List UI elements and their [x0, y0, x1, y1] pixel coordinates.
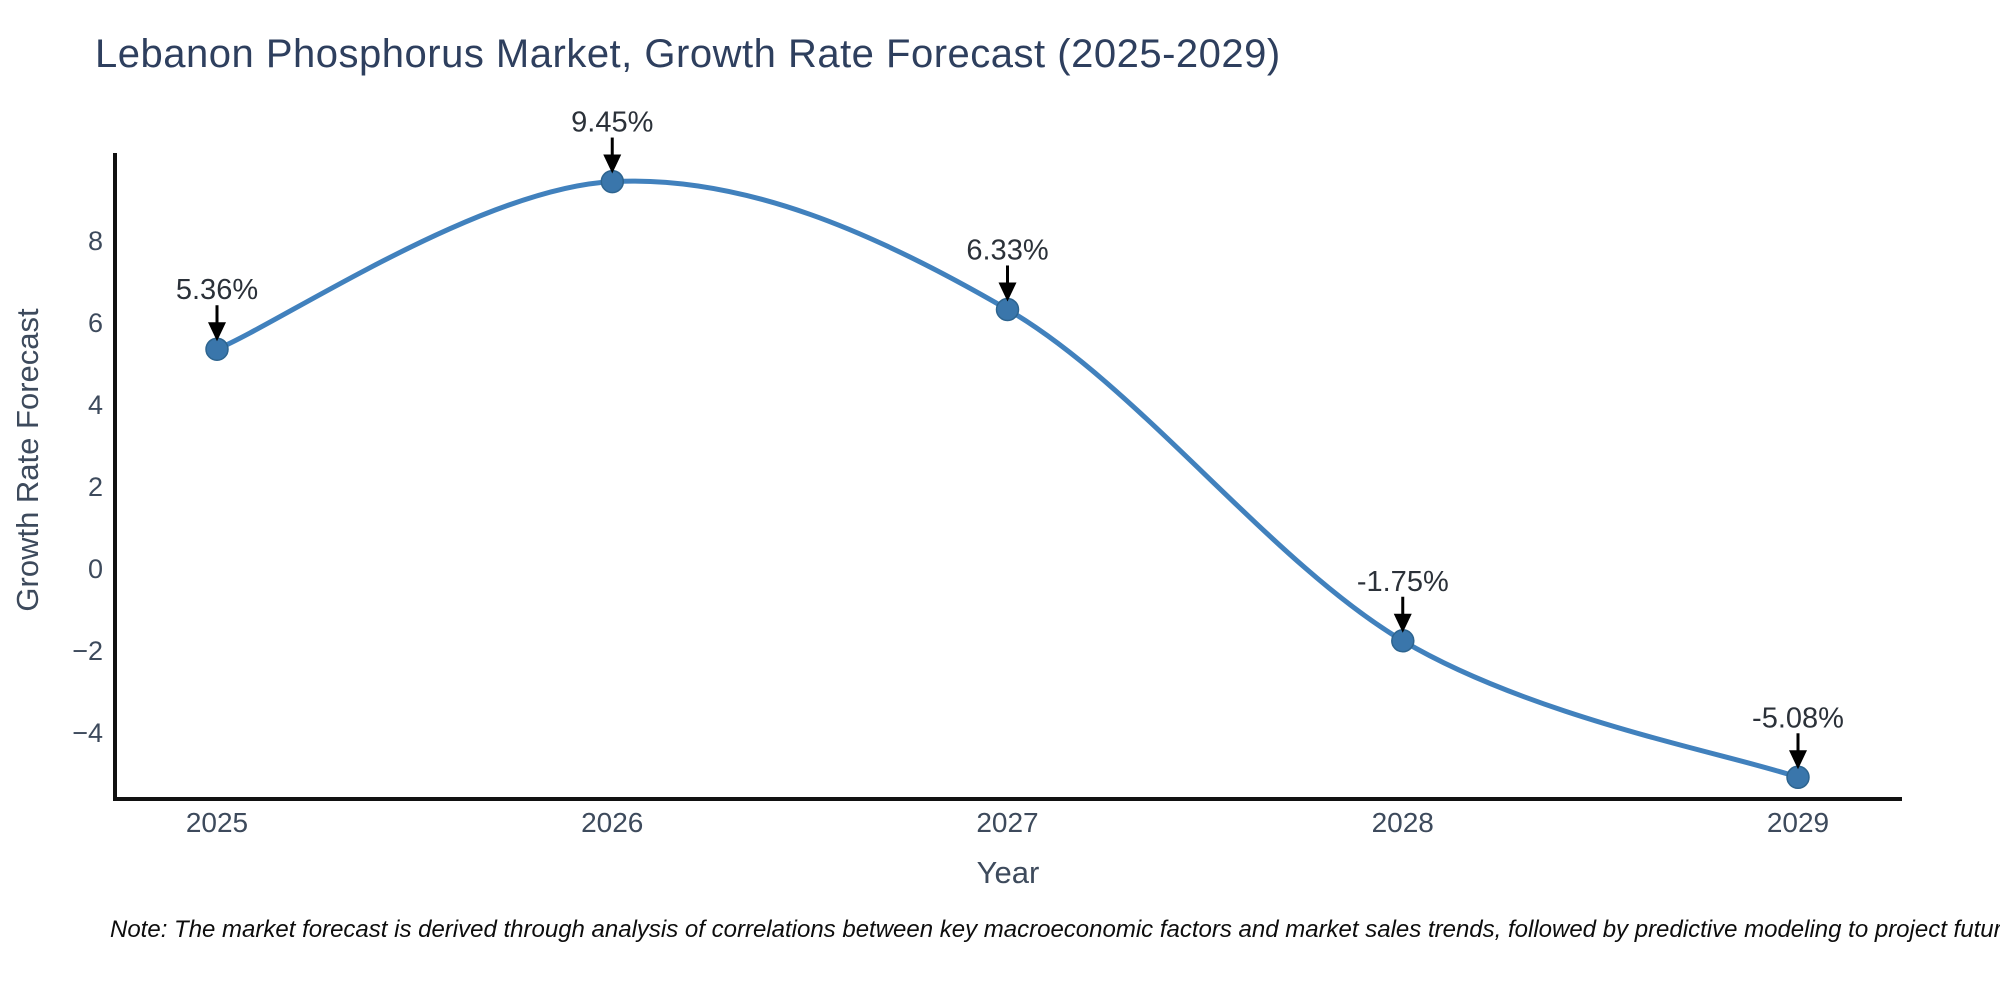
x-tick-label: 2029	[1767, 807, 1829, 838]
x-tick-label: 2025	[186, 807, 248, 838]
data-point[interactable]	[995, 297, 1020, 322]
annotation-arrowhead-icon	[1393, 613, 1412, 633]
y-tick-label: 8	[88, 226, 103, 256]
point-value-label: 5.36%	[176, 274, 258, 306]
data-points-group	[205, 169, 1810, 790]
point-value-label: -5.08%	[1752, 702, 1844, 734]
point-value-label: 9.45%	[571, 107, 653, 139]
x-tick-label: 2028	[1372, 807, 1434, 838]
annotation-arrowhead-icon	[1789, 750, 1807, 770]
point-value-label: -1.75%	[1357, 566, 1449, 598]
annotation-arrowhead-icon	[998, 282, 1017, 302]
annotation-arrowhead-icon	[208, 322, 226, 342]
data-point[interactable]	[1786, 765, 1810, 790]
y-tick-labels-group: 8 6 4 2 0 −2 −4	[72, 226, 103, 748]
data-point[interactable]	[600, 169, 625, 194]
x-axis-title: Year	[976, 855, 1040, 890]
y-tick-label: 6	[88, 308, 103, 338]
point-value-label: 6.33%	[966, 235, 1048, 267]
footnote-text: Note: The market forecast is derived thr…	[110, 916, 2000, 943]
axis-spines	[113, 153, 1902, 801]
chart-title: Lebanon Phosphorus Market, Growth Rate F…	[95, 32, 1281, 76]
x-tick-label: 2026	[581, 807, 643, 838]
y-tick-label: 2	[88, 472, 103, 502]
data-point[interactable]	[205, 337, 229, 361]
y-tick-label: 4	[88, 390, 103, 420]
y-tick-label: −2	[72, 636, 103, 666]
axes-group	[113, 153, 1902, 801]
annotations-group: 5.36% 9.45% 6.33% -1.75% -5.08%	[176, 107, 1844, 770]
annotation-arrowhead-icon	[603, 154, 622, 174]
data-point[interactable]	[1391, 629, 1415, 653]
y-tick-label: 0	[88, 554, 103, 584]
x-tick-label: 2027	[976, 807, 1038, 838]
x-tick-labels-group: 2025 2026 2027 2028 2029	[186, 807, 1829, 838]
y-tick-label: −4	[72, 718, 103, 748]
